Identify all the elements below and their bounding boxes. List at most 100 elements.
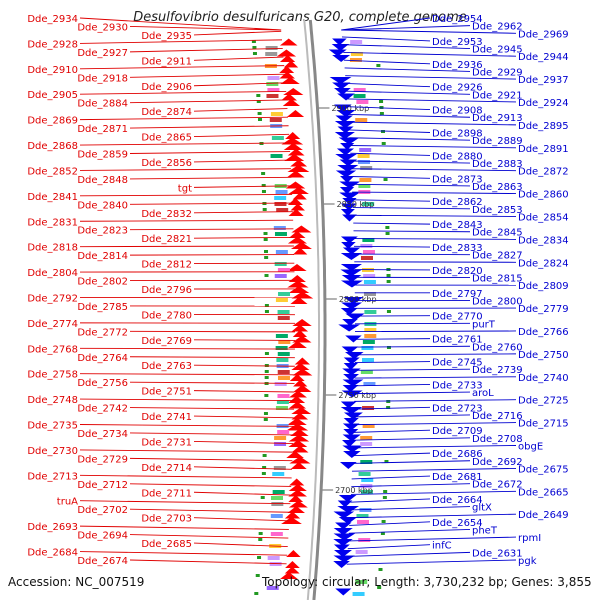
- gene-label-dde-2740: Dde_2740: [518, 373, 569, 384]
- label-connector: [350, 498, 431, 503]
- label-connector: [349, 137, 471, 141]
- reverse-gene-arrow: [286, 170, 305, 178]
- reverse-gene-arrow: [291, 324, 309, 332]
- forward-gene-arrow: [335, 522, 352, 530]
- reverse-gene-arrow: [288, 434, 310, 442]
- gene-label-phet: pheT: [472, 525, 498, 536]
- label-connector: [350, 152, 431, 156]
- forward-gene-arrow: [340, 308, 358, 315]
- forward-gene-arrow: [337, 500, 353, 508]
- gene-label-dde-2654: Dde_2654: [432, 518, 483, 529]
- function-box: [277, 370, 290, 374]
- label-connector: [353, 429, 431, 433]
- function-box: [267, 76, 280, 80]
- gene-label-dde-2962: Dde_2962: [472, 22, 523, 33]
- label-connector: [129, 176, 292, 180]
- reverse-gene-arrow: [288, 209, 304, 216]
- rna-marker: [257, 556, 262, 559]
- function-box: [271, 136, 284, 140]
- label-connector: [79, 142, 290, 146]
- gene-label-dde-2733: Dde_2733: [432, 380, 483, 391]
- gene-label-dde-2880: Dde_2880: [432, 151, 483, 162]
- label-connector: [129, 381, 295, 384]
- reverse-gene-arrow: [288, 396, 306, 403]
- function-box: [276, 358, 289, 362]
- forward-gene-arrow: [339, 187, 355, 194]
- rna-marker: [263, 232, 268, 235]
- gene-label-obge: obgE: [518, 441, 543, 452]
- rna-marker: [262, 208, 267, 211]
- rna-marker: [264, 274, 269, 277]
- reverse-gene-arrow: [286, 550, 301, 557]
- label-connector: [353, 422, 517, 426]
- kbp-tick-label: 2900 kbp: [331, 104, 369, 113]
- forward-gene-arrow: [339, 192, 360, 200]
- reverse-gene-arrow: [284, 154, 305, 161]
- reverse-gene-arrow: [287, 165, 310, 172]
- gene-label-dde-2865: Dde_2865: [141, 133, 192, 144]
- gene-label-dde-2918: Dde_2918: [77, 73, 128, 84]
- reverse-gene-arrow: [292, 335, 312, 343]
- forward-gene-arrow: [342, 445, 363, 453]
- gene-label-dde-2796: Dde_2796: [141, 285, 192, 296]
- function-box: [277, 316, 290, 320]
- reverse-gene-arrow: [288, 489, 307, 497]
- gene-label-dde-2745: Dde_2745: [432, 358, 483, 369]
- reverse-gene-arrow: [286, 451, 304, 458]
- forward-gene-arrow: [333, 528, 353, 535]
- kbp-tick-label: 2850 kbp: [337, 200, 375, 209]
- rna-marker: [258, 118, 263, 121]
- rna-marker: [264, 310, 269, 313]
- gene-label-dde-2664: Dde_2664: [432, 495, 483, 506]
- forward-gene-arrow: [333, 533, 356, 541]
- label-connector: [79, 398, 295, 402]
- label-connector: [193, 491, 291, 496]
- reverse-gene-arrow: [291, 412, 309, 420]
- label-connector: [193, 56, 284, 61]
- gene-label-dde-2871: Dde_2871: [77, 124, 128, 135]
- gene-label-dde-2937: Dde_2937: [518, 75, 569, 86]
- label-connector: [79, 168, 291, 171]
- forward-gene-arrow: [338, 517, 358, 524]
- forward-gene-arrow: [329, 77, 352, 84]
- label-connector: [350, 490, 517, 495]
- gene-label-dde-2779: Dde_2779: [518, 304, 569, 315]
- gene-label-dde-2730: Dde_2730: [27, 446, 78, 457]
- forward-gene-arrow: [345, 335, 362, 343]
- rna-marker: [386, 310, 391, 313]
- reverse-gene-arrow: [288, 231, 306, 238]
- feature-track: 2900 kbp 2850 kbp 2800 kbp 2750 kbp 2700 kbp: [251, 40, 391, 596]
- rna-marker: [255, 574, 260, 577]
- gene-label-dde-2774: Dde_2774: [27, 319, 78, 330]
- gene-label-gltx: gltX: [472, 503, 492, 514]
- gene-label-dde-2735: Dde_2735: [27, 421, 78, 432]
- function-box: [266, 82, 279, 86]
- forward-gene-arrow: [342, 214, 357, 222]
- gene-label-dde-2863: Dde_2863: [472, 182, 523, 193]
- forward-gene-arrow: [340, 176, 355, 183]
- rna-marker: [264, 370, 269, 373]
- function-box: [352, 592, 365, 596]
- reverse-gene-arrow: [281, 517, 302, 524]
- function-box: [355, 550, 368, 554]
- gene-label-dde-2840: Dde_2840: [77, 200, 128, 211]
- reverse-gene-arrow: [293, 379, 308, 387]
- label-connector: [193, 159, 291, 163]
- forward-gene-arrow: [331, 44, 350, 51]
- function-box: [349, 58, 362, 62]
- gene-label-dde-2692: Dde_2692: [472, 457, 523, 468]
- label-connector: [129, 483, 292, 487]
- gene-label-dde-2770: Dde_2770: [432, 312, 483, 323]
- label-connector: [354, 253, 471, 256]
- reverse-gene-arrow: [288, 286, 310, 293]
- gene-label-dde-2702: Dde_2702: [77, 505, 128, 516]
- forward-gene-arrow: [339, 181, 361, 189]
- function-box: [274, 202, 287, 206]
- function-box: [276, 208, 289, 212]
- function-box: [274, 262, 287, 266]
- gene-label-dde-2713: Dde_2713: [27, 471, 78, 482]
- gene-label-dde-2772: Dde_2772: [77, 327, 128, 338]
- gene-label-dde-2684: Dde_2684: [27, 548, 78, 559]
- gene-label-dde-2945: Dde_2945: [472, 45, 523, 56]
